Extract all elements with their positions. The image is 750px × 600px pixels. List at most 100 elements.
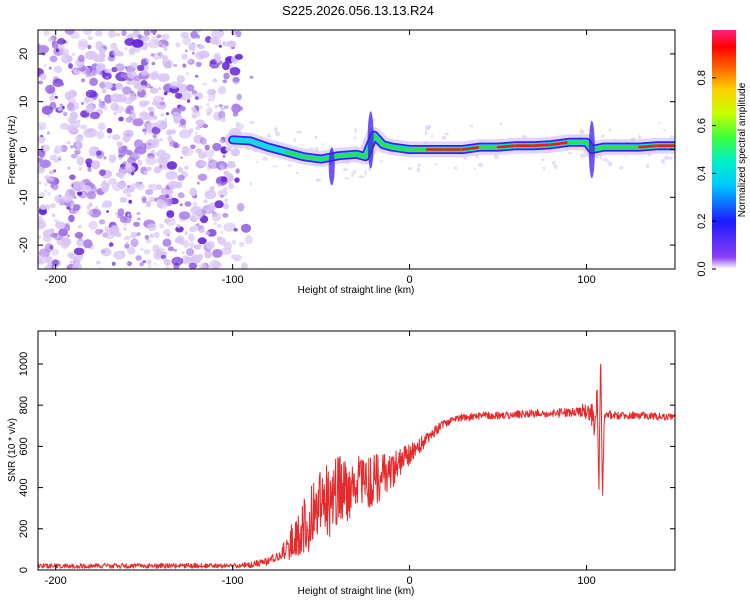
noise-blob: [157, 87, 162, 91]
noise-blob: [86, 209, 93, 216]
noise-blob: [153, 231, 160, 238]
noise-blob: [166, 161, 178, 170]
noise-blob: [76, 146, 81, 152]
noise-blob: [159, 156, 169, 165]
noise-blob: [235, 121, 240, 127]
noise-blob: [62, 40, 67, 44]
noise-blob: [47, 192, 51, 196]
noise-blob: [159, 137, 164, 142]
noise-blob: [158, 41, 162, 45]
noise-blob: [220, 247, 232, 256]
noise-blob: [232, 164, 236, 168]
noise-blob: [88, 221, 98, 230]
noise-blob: [272, 165, 278, 168]
noise-blob: [52, 213, 56, 218]
noise-blob: [182, 63, 187, 68]
noise-blob: [173, 116, 181, 124]
noise-blob: [180, 156, 183, 159]
noise-blob: [175, 42, 181, 48]
noise-blob: [568, 151, 573, 155]
noise-blob: [43, 63, 47, 67]
noise-blob: [208, 92, 216, 102]
noise-blob: [49, 203, 56, 209]
noise-blob: [87, 167, 92, 172]
noise-blob: [179, 203, 183, 207]
noise-blob: [202, 123, 209, 129]
noise-blob: [208, 259, 221, 269]
noise-blob: [103, 156, 107, 160]
noise-blob: [108, 135, 112, 139]
noise-blob: [287, 164, 293, 167]
noise-blob: [209, 185, 216, 192]
noise-blob: [190, 30, 198, 39]
noise-blob: [41, 144, 50, 152]
noise-blob: [149, 111, 155, 117]
noise-blob: [143, 170, 148, 176]
noise-blob: [164, 218, 170, 224]
noise-blob: [130, 183, 138, 189]
noise-blob: [95, 205, 98, 209]
noise-blob: [231, 103, 242, 114]
noise-blob: [190, 144, 196, 150]
noise-blob: [217, 85, 227, 95]
noise-blob: [105, 182, 110, 188]
noise-blob: [638, 135, 642, 139]
y-tick-label: 800: [18, 396, 30, 414]
ridge-lobe: [328, 147, 335, 186]
noise-blob: [66, 140, 71, 145]
noise-blob: [55, 221, 66, 230]
noise-blob: [102, 200, 113, 208]
noise-blob: [72, 263, 82, 269]
noise-blob: [168, 180, 178, 189]
noise-blob: [217, 189, 228, 197]
noise-blob: [40, 134, 44, 138]
noise-blob: [188, 233, 195, 242]
noise-blob: [478, 163, 483, 168]
noise-blob: [111, 261, 116, 266]
noise-blob: [646, 163, 650, 169]
noise-blob: [187, 99, 191, 103]
noise-blob: [553, 164, 558, 170]
noise-blob: [99, 57, 106, 62]
noise-blob: [165, 194, 170, 199]
noise-blob: [463, 157, 467, 160]
noise-blob: [664, 155, 670, 160]
noise-blob: [96, 150, 102, 156]
noise-blob: [38, 181, 42, 185]
noise-blob: [49, 55, 58, 63]
noise-blob: [141, 85, 147, 90]
noise-blob: [580, 153, 586, 159]
noise-blob: [321, 143, 325, 146]
noise-blob: [222, 213, 229, 218]
noise-blob: [126, 262, 129, 265]
noise-blob: [195, 96, 199, 100]
noise-blob: [115, 33, 121, 37]
noise-blob: [136, 232, 141, 237]
noise-blob: [151, 62, 156, 66]
noise-blob: [42, 233, 53, 243]
noise-blob: [41, 105, 53, 115]
noise-blob: [188, 260, 192, 264]
noise-blob: [454, 166, 458, 170]
noise-blob: [184, 165, 189, 170]
noise-blob: [123, 227, 128, 231]
noise-blob: [182, 240, 190, 248]
noise-blob: [140, 248, 144, 251]
noise-blob: [194, 74, 199, 78]
noise-blob: [229, 67, 241, 76]
noise-blob: [48, 170, 54, 175]
noise-blob: [144, 100, 151, 106]
noise-blob: [619, 165, 624, 170]
noise-blob: [83, 128, 97, 138]
noise-blob: [150, 30, 157, 34]
noise-blob: [71, 186, 80, 193]
noise-blob: [50, 177, 54, 182]
noise-blob: [222, 79, 228, 84]
ridge-core-segment: [496, 144, 518, 149]
noise-blob: [220, 116, 227, 123]
noise-blob: [144, 234, 150, 240]
noise-blob: [159, 53, 164, 58]
noise-blob: [68, 89, 77, 98]
noise-blob: [38, 157, 43, 163]
